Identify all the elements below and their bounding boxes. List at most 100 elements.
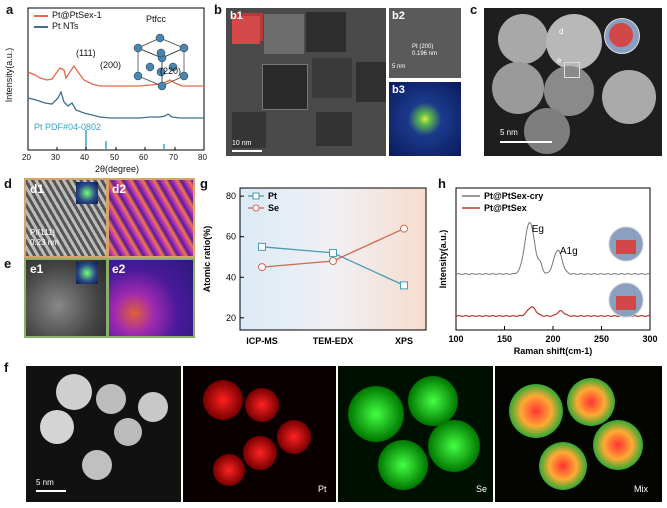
xrd-xlabel: 2θ(degree) (95, 164, 140, 174)
xrd-tick-80: 80 (198, 153, 207, 162)
eds-map-pt (183, 366, 336, 502)
legend-label-pt-at-ptse: Pt@PtSex-1 (52, 10, 102, 20)
peak-label: Eg (532, 224, 544, 235)
y-tick-label: 40 (226, 272, 236, 282)
eds-map-se (338, 366, 493, 502)
surface-plot-d2 (107, 178, 195, 258)
c-mark-e: e (557, 56, 562, 65)
d1-label: d1 (30, 182, 45, 196)
sphere-model-inset (604, 18, 640, 54)
peak-label-200: (200) (100, 60, 122, 70)
x-tick-label: 200 (545, 334, 560, 344)
xrd-tick-40: 40 (80, 153, 89, 162)
d1-annot-plane: Pt(111) (30, 228, 56, 237)
b2-label: b2 (392, 10, 405, 22)
b1-scale-bar (232, 150, 262, 152)
raman-chart: 100 150 200 250 300 Raman shift(cm-1) Intensit… (438, 187, 658, 356)
xrd-tick-60: 60 (139, 153, 148, 162)
e2-label: e2 (112, 262, 126, 276)
c-scale: 5 nm (500, 128, 518, 137)
e1-label: e1 (30, 262, 44, 276)
d1-annot-d: 0.23 nm (30, 238, 59, 247)
legend-marker (252, 204, 260, 212)
panel-label-b: b (214, 2, 222, 17)
xrd-curve-pt-nts (27, 90, 204, 119)
peak-label-111: (111) (76, 48, 96, 58)
sphere-core-icon (616, 240, 636, 254)
panel-label-h: h (438, 176, 446, 191)
panel-label-c: c (470, 2, 478, 17)
data-point-se (400, 224, 408, 233)
x-tick-label: 150 (497, 334, 512, 344)
x-tick-label: 100 (448, 334, 463, 344)
x-axis-label: Raman shift(cm-1) (514, 346, 593, 356)
legend-label-se: Se (268, 203, 279, 213)
y-axis-label: Intensity(a.u.) (438, 230, 448, 289)
fft-inset-e1 (76, 262, 98, 284)
data-point-pt (258, 242, 266, 251)
x-tick-label: 250 (594, 334, 609, 344)
fft-image-b3 (389, 82, 461, 156)
cube-model-inset (232, 16, 260, 44)
y-axis-label: Atomic ratio(%) (202, 226, 212, 293)
legend-label-pt: Pt (268, 191, 277, 201)
c-mark-d: d (559, 27, 564, 36)
xrd-tick-30: 30 (51, 153, 60, 162)
ref-label: Pt PDF#04-0802 (34, 122, 102, 132)
xrd-tick-50: 50 (110, 153, 119, 162)
panel-label-e: e (4, 256, 12, 271)
eds-label-se: Se (476, 484, 488, 494)
data-point-pt (400, 281, 408, 290)
xrd-tick-70: 70 (169, 153, 178, 162)
fcc-crystal-inset (133, 33, 189, 91)
b2-scale: 5 nm (392, 64, 406, 70)
x-category-label: TEM-EDX (313, 336, 354, 346)
series-line-cry (455, 221, 651, 275)
data-point-pt (329, 248, 337, 257)
peak-label: A1g (560, 246, 578, 257)
xrd-chart (27, 7, 205, 151)
panel-label-f: f (4, 360, 9, 375)
b1-scale: 10 nm (232, 140, 252, 147)
tem-image-b2 (389, 8, 461, 78)
peak-label-220: (220) (160, 66, 182, 76)
legend-label: Pt@PtSex-cry (484, 191, 543, 201)
eds-map-haadf (26, 366, 181, 502)
tem-image-b1 (226, 8, 386, 156)
sphere-core-icon (616, 296, 636, 310)
eds-label-pt: Pt (318, 484, 327, 494)
legend-label-pt-nts: Pt NTs (52, 21, 79, 31)
eds-map-mix (495, 366, 662, 502)
panel-label-a: a (6, 2, 14, 17)
fft-inset-d1 (76, 182, 98, 204)
b2-annot-d: 0.196 nm (412, 51, 438, 57)
panel-label-d: d (4, 176, 12, 191)
f-scale-bar (36, 490, 66, 492)
xrd-ylabel: Intensity(a.u.) (4, 47, 14, 103)
y-tick-label: 80 (226, 191, 236, 201)
region-e-box (564, 62, 580, 78)
legend-label: Pt@PtSex (484, 203, 527, 213)
legend-marker (252, 192, 260, 200)
xrd-curve-pt-at-ptse (27, 64, 204, 87)
f-scale: 5 nm (36, 478, 54, 487)
panel-label-g: g (200, 176, 208, 191)
b2-annot-plane: Pt (200) (412, 44, 434, 50)
series-line-pt-at-ptse (455, 306, 651, 318)
c-scale-bar (500, 141, 552, 143)
x-tick-label: 300 (642, 334, 657, 344)
d2-label: d2 (112, 182, 127, 196)
b1-label: b1 (230, 10, 243, 22)
eds-label-mix: Mix (634, 484, 648, 494)
atomic-ratio-chart: 20 40 60 80 ICP-MS TEM-EDX XPS Pt Se Atomic ratio… (202, 187, 427, 346)
y-tick-label: 60 (226, 232, 236, 242)
y-tick-label: 20 (226, 313, 236, 323)
surface-plot-e2 (107, 258, 195, 338)
data-point-se (329, 257, 337, 266)
x-category-label: ICP-MS (246, 336, 278, 346)
inset-label-ptfcc: Ptfcc (146, 14, 167, 24)
b3-label: b3 (392, 84, 405, 96)
haadf-image-c (484, 8, 662, 156)
xrd-tick-20: 20 (22, 153, 31, 162)
x-category-label: XPS (395, 336, 413, 346)
